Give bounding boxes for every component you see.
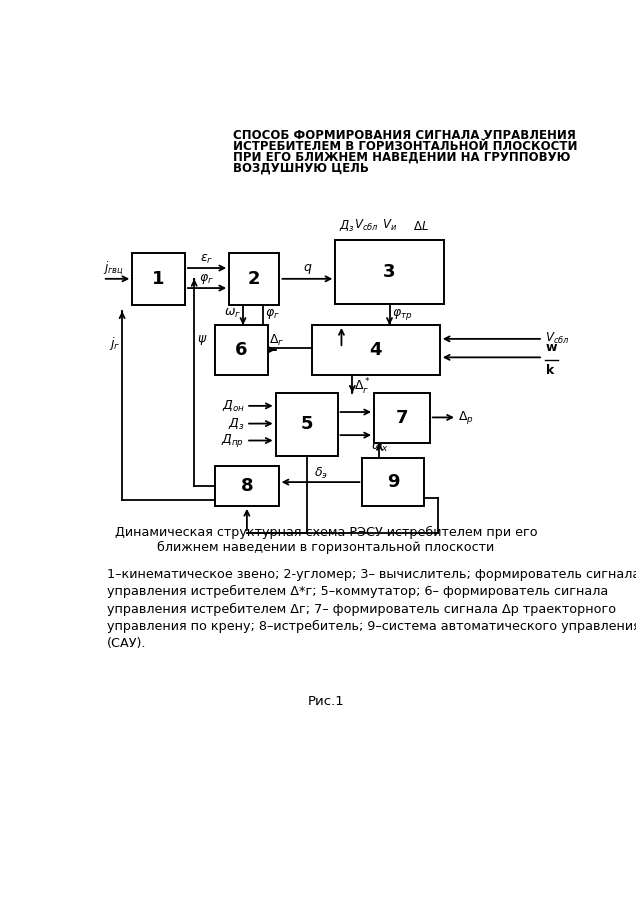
Text: $\varphi_{тр}$: $\varphi_{тр}$ [392, 307, 412, 322]
Text: 4: 4 [370, 341, 382, 359]
Text: $V_{сбл}$: $V_{сбл}$ [354, 218, 378, 234]
Text: 3: 3 [384, 263, 396, 281]
Text: $\omega_х$: $\omega_х$ [371, 441, 389, 454]
Text: $V_и$: $V_и$ [382, 218, 397, 234]
Bar [363, 458, 424, 506]
Text: $j_г$: $j_г$ [109, 335, 121, 352]
Text: $\Delta L$: $\Delta L$ [413, 220, 429, 234]
Text: 1: 1 [152, 270, 165, 288]
Text: $Д_з$: $Д_з$ [228, 416, 245, 431]
Text: СПОСОБ ФОРМИРОВАНИЯ СИГНАЛА УПРАВЛЕНИЯ: СПОСОБ ФОРМИРОВАНИЯ СИГНАЛА УПРАВЛЕНИЯ [233, 129, 576, 142]
Text: $\Delta^*_г$: $\Delta^*_г$ [354, 378, 370, 397]
Text: $\varphi_г$: $\varphi_г$ [199, 271, 214, 286]
Text: $q$: $q$ [303, 262, 312, 276]
Text: ВОЗДУШНУЮ ЦЕЛЬ: ВОЗДУШНУЮ ЦЕЛЬ [233, 162, 369, 174]
Text: $\Delta_г$: $\Delta_г$ [270, 333, 285, 348]
Text: $\mathbf{k}$: $\mathbf{k}$ [545, 363, 556, 377]
Text: $Д_з$: $Д_з$ [339, 219, 355, 234]
Text: $\psi$: $\psi$ [197, 333, 207, 347]
Text: 5: 5 [300, 415, 313, 433]
Text: 2: 2 [248, 270, 261, 288]
Bar [215, 466, 279, 506]
Text: ИСТРЕБИТЕЛЕМ В ГОРИЗОНТАЛЬНОЙ ПЛОСКОСТИ: ИСТРЕБИТЕЛЕМ В ГОРИЗОНТАЛЬНОЙ ПЛОСКОСТИ [233, 140, 577, 153]
Text: $Д_{пр}$: $Д_{пр}$ [221, 432, 245, 449]
Text: 1–кинематическое звено; 2-угломер; 3– вычислитель; формирователь сигнала
управле: 1–кинематическое звено; 2-угломер; 3– вы… [107, 568, 636, 650]
Text: $j_{гвц}$: $j_{гвц}$ [103, 260, 123, 277]
Text: 7: 7 [396, 409, 408, 427]
Bar [215, 325, 268, 375]
Bar [312, 325, 440, 375]
Bar [132, 253, 185, 305]
Bar [275, 393, 338, 456]
Text: Динамическая структурная схема РЭСУ истребителем при его
ближнем наведении в гор: Динамическая структурная схема РЭСУ истр… [114, 526, 537, 554]
Text: $Д_{он}$: $Д_{он}$ [221, 399, 245, 413]
Text: Рис.1: Рис.1 [308, 695, 344, 708]
Text: $\omega_г$: $\omega_г$ [224, 307, 240, 320]
Text: 9: 9 [387, 473, 399, 491]
Text: ПРИ ЕГО БЛИЖНЕМ НАВЕДЕНИИ НА ГРУППОВУЮ: ПРИ ЕГО БЛИЖНЕМ НАВЕДЕНИИ НА ГРУППОВУЮ [233, 151, 570, 164]
Text: $\varphi_г$: $\varphi_г$ [265, 307, 280, 321]
Bar [335, 240, 444, 304]
Text: $\Delta_р$: $\Delta_р$ [459, 409, 474, 426]
Text: $V_{сбл}$: $V_{сбл}$ [545, 332, 570, 346]
Bar [229, 253, 279, 305]
Text: 8: 8 [240, 477, 253, 495]
Text: $\varepsilon_г$: $\varepsilon_г$ [200, 253, 213, 266]
Bar [374, 393, 430, 443]
Text: $\mathbf{w}$: $\mathbf{w}$ [545, 341, 558, 353]
Text: $\delta_э$: $\delta_э$ [314, 466, 328, 481]
Text: 6: 6 [235, 341, 248, 359]
